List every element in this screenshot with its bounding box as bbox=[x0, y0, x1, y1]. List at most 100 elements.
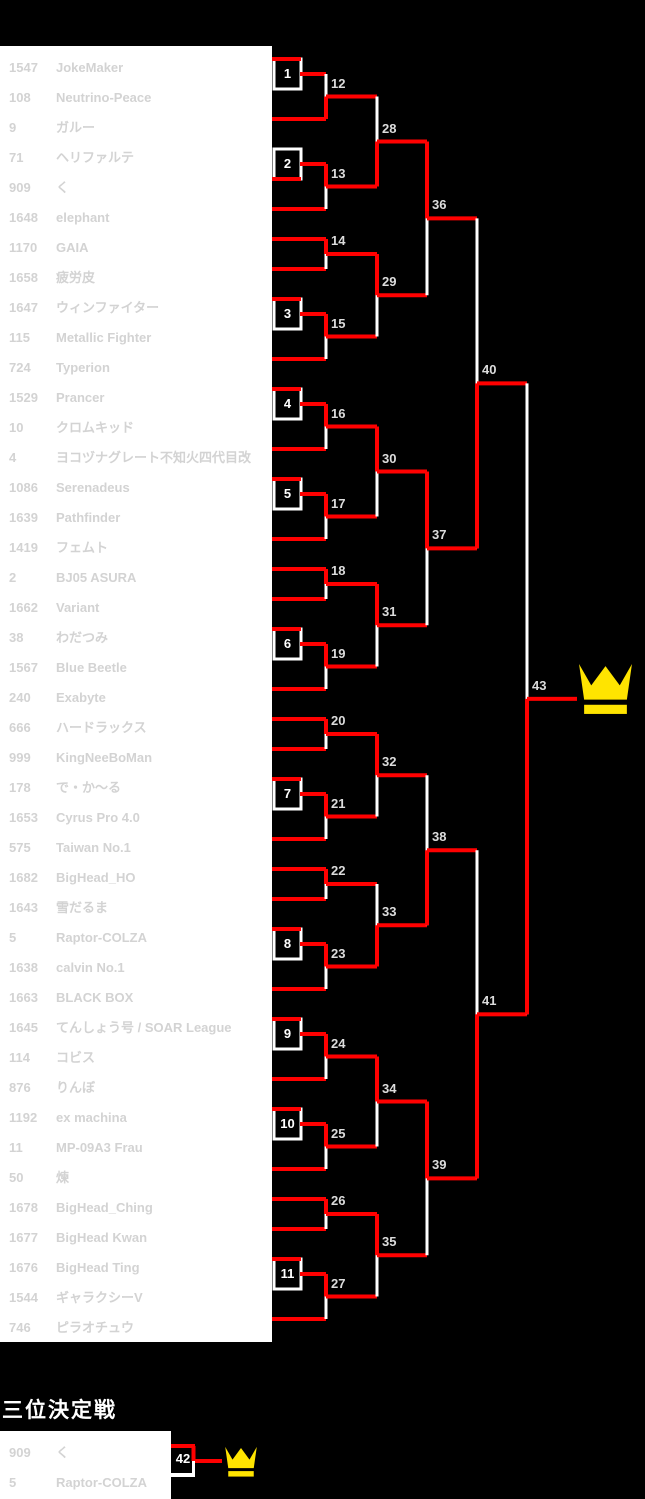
player-seed: 240 bbox=[9, 690, 31, 705]
match-output-line bbox=[427, 546, 477, 551]
player-row: 1645 てんしょう号 / SOAR League bbox=[0, 1013, 272, 1043]
player-line bbox=[272, 867, 326, 871]
player-row: 999 KingNeeBoMan bbox=[0, 743, 272, 773]
match-output-line bbox=[326, 814, 377, 819]
player-name: Exabyte bbox=[56, 690, 106, 705]
player-name: ヨコヅナグレート不知火四代目改 bbox=[56, 450, 252, 465]
match-box bbox=[272, 297, 303, 331]
player-name: ヘリファルテ bbox=[56, 150, 135, 165]
player-row: 575 Taiwan No.1 bbox=[0, 833, 272, 863]
player-name: Blue Beetle bbox=[56, 660, 127, 675]
player-seed: 1547 bbox=[9, 60, 38, 75]
player-row: 1677 BigHead Kwan bbox=[0, 1223, 272, 1253]
player-name: GAIA bbox=[56, 240, 89, 255]
player-seed: 724 bbox=[9, 360, 31, 375]
winner-path bbox=[324, 569, 328, 584]
player-seed: 4 bbox=[9, 450, 17, 465]
player-seed: 666 bbox=[9, 720, 31, 735]
match-box bbox=[272, 1257, 303, 1291]
player-name: てんしょう号 / SOAR League bbox=[56, 1020, 232, 1035]
player-seed: 575 bbox=[9, 840, 31, 855]
winner-edge-line bbox=[272, 777, 301, 781]
player-row: 1662 Variant bbox=[0, 593, 272, 623]
winner-edge-line bbox=[272, 57, 301, 61]
player-row: 909 く bbox=[0, 1438, 171, 1468]
winner-path bbox=[375, 254, 379, 296]
player-seed: 1567 bbox=[9, 660, 38, 675]
player-name: Neutrino-Peace bbox=[56, 90, 152, 105]
player-name: BigHead Ting bbox=[56, 1260, 140, 1275]
player-line bbox=[272, 357, 326, 361]
player-seed: 1170 bbox=[9, 240, 38, 255]
player-row: 114 コビス bbox=[0, 1043, 272, 1073]
match-output-line bbox=[326, 424, 377, 429]
match-output-line bbox=[427, 848, 477, 853]
player-name: く bbox=[56, 180, 70, 195]
match-output-line bbox=[300, 1122, 326, 1126]
winner-path bbox=[324, 719, 328, 734]
winner-path bbox=[375, 1056, 379, 1102]
match-output-line bbox=[326, 252, 377, 256]
winner-edge-line bbox=[272, 1017, 301, 1021]
player-seed: 1676 bbox=[9, 1260, 38, 1275]
player-row: 1192 ex machina bbox=[0, 1103, 272, 1133]
player-name: Raptor-COLZA bbox=[56, 1475, 147, 1490]
player-row: 1678 BigHead_Ching bbox=[0, 1193, 272, 1223]
winner-path bbox=[375, 584, 379, 626]
winner-path bbox=[324, 314, 328, 337]
winner-path bbox=[475, 1014, 479, 1179]
player-seed: 178 bbox=[9, 780, 31, 795]
player-seed: 876 bbox=[9, 1080, 31, 1095]
player-seed: 1663 bbox=[9, 990, 38, 1005]
player-name: Taiwan No.1 bbox=[56, 840, 131, 855]
player-line bbox=[272, 1227, 326, 1231]
player-line bbox=[272, 1317, 326, 1321]
player-name: BigHead_Ching bbox=[56, 1200, 153, 1215]
match-box bbox=[272, 927, 303, 961]
player-row: 38 わだつみ bbox=[0, 623, 272, 653]
winner-path bbox=[324, 164, 328, 187]
player-name: ピラオチュウ bbox=[56, 1320, 135, 1335]
match-box bbox=[272, 627, 303, 661]
player-row: 1643 雪だるま bbox=[0, 893, 272, 923]
player-row: 11 MP-09A3 Frau bbox=[0, 1133, 272, 1163]
winner-path bbox=[324, 1199, 328, 1214]
winner-path bbox=[324, 1274, 328, 1297]
match-output-line bbox=[326, 184, 377, 189]
player-row: 2 BJ05 ASURA bbox=[0, 563, 272, 593]
player-name: りんぼ bbox=[56, 1080, 96, 1095]
player-name: 疲労皮 bbox=[56, 270, 96, 285]
match-output-line bbox=[300, 162, 326, 166]
match-output-line bbox=[326, 964, 377, 969]
match-output-line bbox=[326, 514, 377, 519]
player-name: 雪だるま bbox=[56, 900, 109, 915]
player-name: ウィンファイター bbox=[56, 300, 160, 315]
match-output-line bbox=[300, 642, 326, 646]
match-output-line bbox=[427, 1176, 477, 1181]
match-output-line bbox=[326, 334, 377, 339]
winner-path bbox=[375, 141, 379, 187]
winner-edge-line bbox=[272, 387, 301, 391]
match-output-line bbox=[300, 402, 326, 406]
match-output-line bbox=[300, 1032, 326, 1036]
winner-path bbox=[324, 494, 328, 517]
player-row: 1648 elephant bbox=[0, 203, 272, 233]
match-output-line bbox=[326, 94, 377, 99]
player-seed: 1419 bbox=[9, 540, 38, 555]
player-name: ギャラクシーV bbox=[56, 1290, 143, 1305]
third-place-bottom-line bbox=[171, 1473, 195, 1477]
third-place-panel: 909 く 5 Raptor-COLZA bbox=[0, 1431, 171, 1499]
player-seed: 5 bbox=[9, 930, 17, 945]
player-seed: 50 bbox=[9, 1170, 24, 1185]
player-row: 178 で・か〜る bbox=[0, 773, 272, 803]
player-seed: 1192 bbox=[9, 1110, 38, 1125]
player-line bbox=[272, 837, 326, 841]
winner-path bbox=[324, 96, 328, 119]
match-output-line bbox=[527, 696, 577, 701]
player-row: 1658 疲労皮 bbox=[0, 263, 272, 293]
match-output-line bbox=[300, 942, 326, 946]
match-box bbox=[272, 1107, 303, 1141]
player-line bbox=[272, 447, 326, 451]
winner-path bbox=[191, 1446, 196, 1461]
